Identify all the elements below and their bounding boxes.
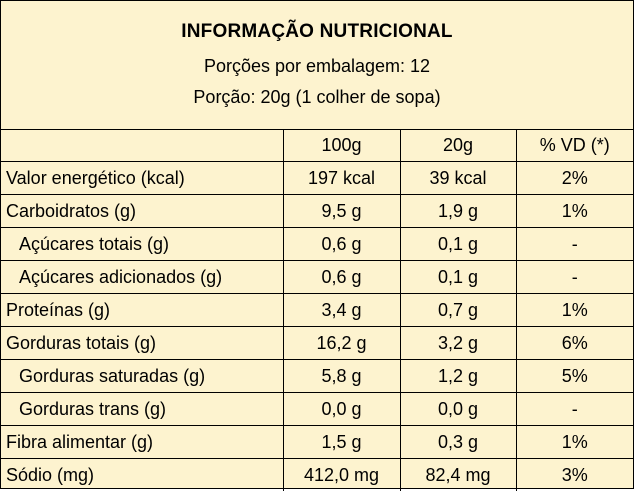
daily-value-percent: - [516,228,633,261]
column-header-20g: 20g [400,129,516,162]
nutrient-name: Açúcares totais (g) [1,228,283,261]
daily-value-percent: 1% [516,426,633,459]
column-header-nutrient [1,129,283,162]
value-per-serving: 1,9 g [400,195,516,228]
value-per-100g: 0,6 g [283,261,400,294]
value-per-serving: 3,2 g [400,327,516,360]
column-header-vd: % VD (*) [516,129,633,162]
nutrient-name: Gorduras totais (g) [1,327,283,360]
daily-value-percent: - [516,393,633,426]
nutrient-name: Gorduras trans (g) [1,393,283,426]
daily-value-percent: 2% [516,162,633,195]
nutrient-name: Sódio (mg) [1,459,283,491]
nutrition-header: INFORMAÇÃO NUTRICIONAL Porções por embal… [1,1,633,130]
serving-size: Porção: 20g (1 colher de sopa) [1,87,633,108]
value-per-serving: 0,3 g [400,426,516,459]
value-per-100g: 5,8 g [283,360,400,393]
value-per-100g: 0,0 g [283,393,400,426]
value-per-100g: 1,5 g [283,426,400,459]
nutrition-title: INFORMAÇÃO NUTRICIONAL [1,21,633,43]
nutrient-name: Fibra alimentar (g) [1,426,283,459]
value-per-100g: 412,0 mg [283,459,400,491]
value-per-serving: 82,4 mg [400,459,516,491]
nutrition-table: 100g 20g % VD (*) Valor energético (kcal… [1,129,633,491]
daily-value-percent: 6% [516,327,633,360]
value-per-serving: 0,1 g [400,228,516,261]
value-per-100g: 197 kcal [283,162,400,195]
value-per-serving: 39 kcal [400,162,516,195]
daily-value-percent: 1% [516,195,633,228]
value-per-serving: 0,0 g [400,393,516,426]
value-per-100g: 16,2 g [283,327,400,360]
nutrient-name: Açúcares adicionados (g) [1,261,283,294]
daily-value-percent: 5% [516,360,633,393]
value-per-serving: 0,1 g [400,261,516,294]
value-per-serving: 1,2 g [400,360,516,393]
nutrient-name: Gorduras saturadas (g) [1,360,283,393]
column-header-100g: 100g [283,129,400,162]
daily-value-percent: 3% [516,459,633,491]
nutrient-name: Proteínas (g) [1,294,283,327]
value-per-100g: 9,5 g [283,195,400,228]
value-per-100g: 0,6 g [283,228,400,261]
daily-value-percent: - [516,261,633,294]
value-per-100g: 3,4 g [283,294,400,327]
nutrient-name: Valor energético (kcal) [1,162,283,195]
servings-per-package: Porções por embalagem: 12 [1,56,633,77]
table-header-row: 100g 20g % VD (*) [1,129,633,162]
daily-value-percent: 1% [516,294,633,327]
value-per-serving: 0,7 g [400,294,516,327]
nutrient-name: Carboidratos (g) [1,195,283,228]
